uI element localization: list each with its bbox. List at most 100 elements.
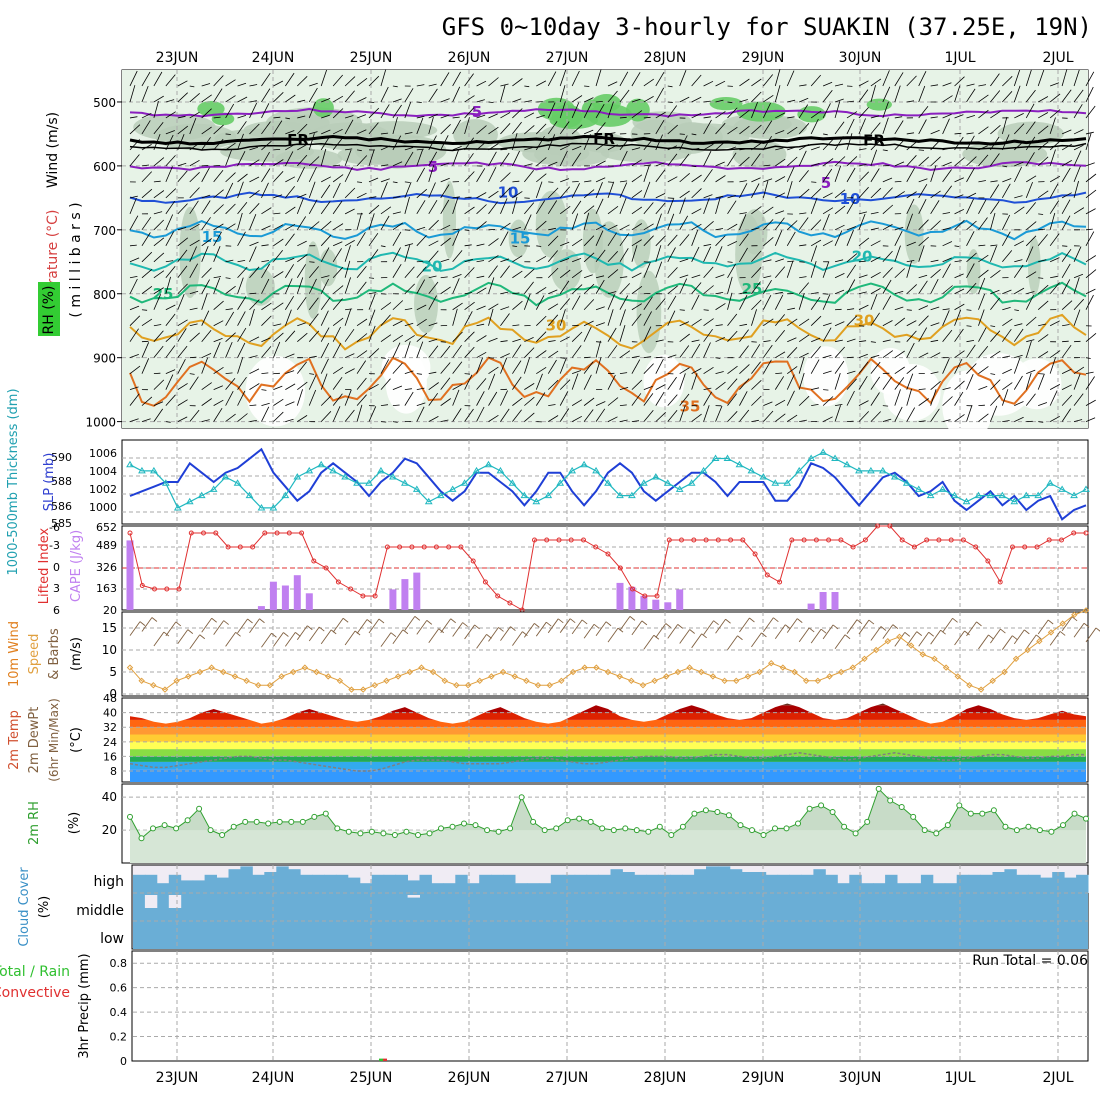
wind10-marker [826,673,833,680]
wind-barb [129,197,137,214]
high-cloud-bar [216,877,229,893]
wind-barb [715,246,723,262]
high-cloud-bar [156,883,170,893]
wind-barb [416,117,424,135]
wind-barb [583,134,591,151]
wind10-barb [344,630,356,646]
wind-barb [739,214,747,230]
lifted-index-marker [397,544,403,550]
wind-barb [380,302,392,311]
wind-barb [297,332,308,343]
wind-barb [810,74,822,87]
wind-barb [476,243,485,247]
wind-barb [810,118,819,135]
wind10-marker [336,677,344,685]
wind-barb [476,357,483,374]
wind-barb [129,116,138,119]
wind-barb [261,260,269,263]
wind-barb [201,353,212,359]
wind10-barb [1049,631,1061,646]
wind-barb [631,393,642,406]
wind-barb [954,391,964,406]
wind-barb [524,202,535,215]
wind-barb [308,101,316,119]
wind-barb [249,404,257,407]
wind-barb [739,233,749,247]
wind10-barb [571,619,583,635]
wind-barb [1037,300,1049,311]
wind-barb [954,76,965,87]
wind-barb [810,188,822,199]
rh-mid-area [741,209,768,255]
wind-barb [524,347,535,358]
wind-barb [619,276,628,279]
wind-barb [619,283,630,295]
wind-barb [583,326,592,342]
wind-barb [141,318,153,327]
wind-barb [1085,86,1094,103]
wind-barb [452,149,459,167]
wind-barb [1014,401,1024,406]
dewpoint-line [129,752,1086,772]
wind-barb [416,188,428,199]
wind-barb [990,297,1001,310]
wind-barb [834,98,844,103]
thickness-marker [377,466,385,474]
wind10-barb-flag [402,629,409,635]
lifted-index-marker [372,593,378,599]
wind-barb [380,132,389,135]
wind-barb [308,199,318,215]
wind-barb [404,308,413,311]
rh2m-marker [150,825,156,832]
wind-barb [297,322,307,327]
wind-barb [177,265,188,279]
wind-barb [392,342,401,358]
wind-barb [488,255,499,263]
cloud-level-label: low [100,931,124,947]
wind-barb [631,285,643,295]
wind-barb [464,244,472,247]
wind-barb [774,376,785,390]
rh2m-marker [772,825,778,832]
wind-barb [177,92,188,103]
wind10-barb [966,621,977,637]
wind-barb [1085,189,1097,199]
wind-barb [308,266,320,279]
rh2m-marker [380,830,387,837]
wind-barb [261,244,269,247]
wind-barb [189,376,199,390]
wind-barb [512,270,523,279]
rh2m-marker [979,810,986,817]
wind-barb [1073,373,1081,390]
wind-barb [392,300,404,311]
wind-barb [679,274,689,279]
wind-barb [512,300,523,311]
wind-barb [452,361,463,374]
wind10-barb-flag [689,629,695,634]
wind-barb [1085,294,1094,310]
wind-barb [201,238,212,247]
wind-barb [332,285,344,295]
wind-barb [201,419,210,422]
wind-barb [225,223,236,231]
wind-barb [177,319,188,327]
wind-barb [452,230,460,246]
wind-barb [308,313,319,326]
wind-barb [261,337,271,343]
wind10-marker [231,673,239,680]
thickness-tick-label: 586 [51,500,72,513]
wind-barb [751,267,762,279]
wind-barb [440,224,451,231]
wind10-barb [691,633,703,649]
wind-barb [249,123,260,135]
wind-barb [249,189,260,199]
wind-barb [643,116,651,119]
wind-barb [775,158,786,167]
wind-barb [213,300,224,311]
wind10-barb-flag [964,630,970,636]
rh2m-marker [541,827,548,834]
precip-frame [131,950,1089,1062]
wind-barb [285,353,295,359]
